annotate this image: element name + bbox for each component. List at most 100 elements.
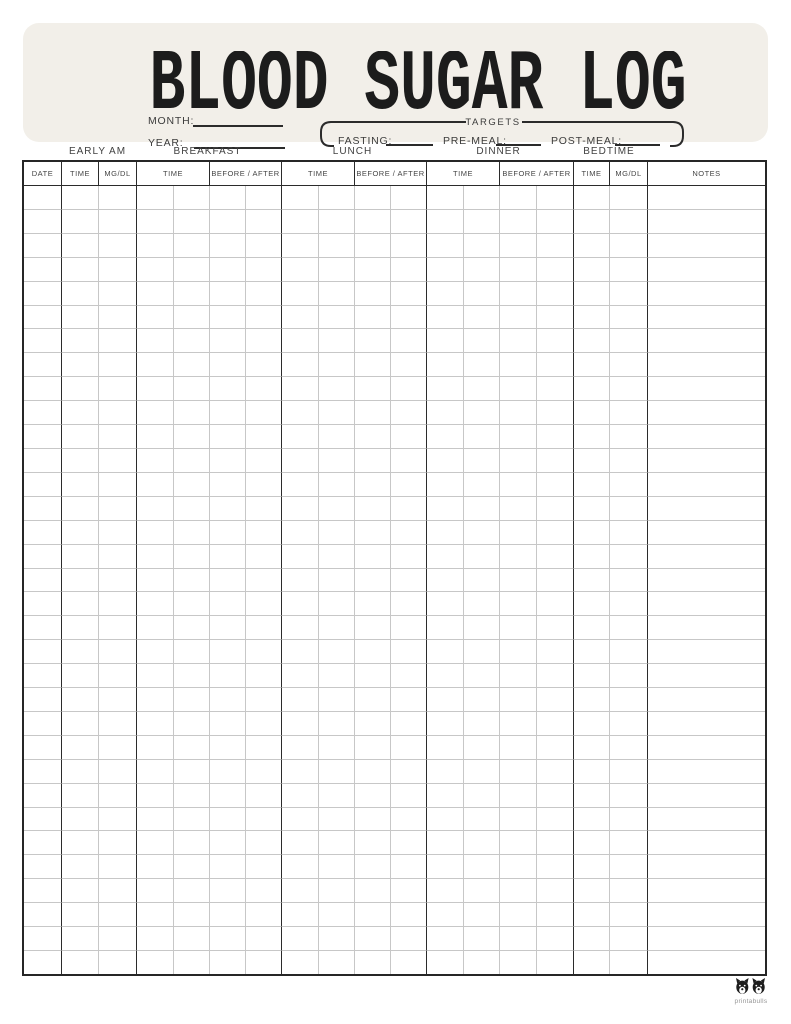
table-cell [537, 735, 574, 760]
table-cell [210, 209, 246, 234]
table-cell [137, 759, 174, 784]
table-cell [137, 688, 174, 712]
table-cell [355, 305, 391, 330]
table-cell [62, 496, 99, 521]
table-cell [537, 544, 574, 569]
table-row [24, 425, 765, 449]
table-cell [173, 472, 210, 497]
table-cell [391, 472, 427, 497]
table-cell [282, 377, 319, 402]
table-cell [246, 257, 282, 282]
table-cell [282, 209, 319, 234]
table-cell [282, 568, 319, 593]
table-cell [24, 783, 62, 808]
table-cell [427, 496, 464, 521]
table-cell [537, 759, 574, 784]
table-cell [173, 855, 210, 880]
bulldogs-icon [736, 978, 765, 994]
table-cell [24, 377, 62, 402]
table-cell [173, 209, 210, 234]
table-cell [62, 377, 99, 402]
table-cell [173, 688, 210, 712]
table-cell [500, 640, 537, 665]
table-row [24, 688, 765, 712]
table-cell [574, 425, 610, 449]
table-cell [282, 401, 319, 426]
column-header-notes: NOTES [648, 162, 765, 186]
table-cell [391, 448, 427, 473]
table-cell [282, 807, 319, 832]
table-cell [210, 735, 246, 760]
table-cell [610, 472, 648, 497]
table-cell [391, 879, 427, 904]
table-cell [610, 377, 648, 402]
column-header-time: TIME [137, 162, 210, 186]
table-cell [137, 353, 174, 378]
table-cell [427, 568, 464, 593]
table-cell [648, 616, 765, 641]
table-cell [246, 855, 282, 880]
table-cell [463, 688, 500, 712]
table-cell [427, 472, 464, 497]
table-cell [427, 257, 464, 282]
table-cell [537, 783, 574, 808]
table-row [24, 377, 765, 402]
table-cell [574, 688, 610, 712]
table-cell [427, 688, 464, 712]
table-cell [62, 616, 99, 641]
table-cell [173, 329, 210, 354]
table-cell [537, 472, 574, 497]
table-cell [574, 927, 610, 951]
table-cell [137, 735, 174, 760]
table-cell [24, 664, 62, 689]
table-cell [537, 568, 574, 593]
table-cell [500, 951, 537, 974]
table-cell [391, 377, 427, 402]
table-cell [648, 688, 765, 712]
table-cell [99, 233, 137, 258]
targets-label: TARGETS [465, 116, 521, 128]
table-cell [210, 879, 246, 904]
table-row [24, 568, 765, 593]
table-cell [574, 544, 610, 569]
table-cell [282, 951, 319, 974]
month-write-line [193, 125, 283, 127]
table-cell [24, 305, 62, 330]
table-cell [282, 616, 319, 641]
table-cell [246, 233, 282, 258]
table-cell [318, 544, 355, 569]
group-label-row: EARLY AM BREAKFAST LUNCH DINNER BEDTIME [22, 143, 767, 159]
table-cell [427, 281, 464, 306]
table-cell [537, 688, 574, 712]
table-cell [99, 544, 137, 569]
group-label-early-am: EARLY AM [68, 145, 127, 157]
table-cell [137, 951, 174, 974]
table-cell [24, 209, 62, 234]
table-cell [99, 664, 137, 689]
table-cell [463, 903, 500, 928]
table-cell [391, 807, 427, 832]
table-cell [500, 616, 537, 641]
table-cell [355, 592, 391, 617]
table-cell [318, 807, 355, 832]
table-cell [99, 688, 137, 712]
table-cell [610, 520, 648, 545]
table-cell [24, 257, 62, 282]
table-cell [391, 831, 427, 856]
table-cell [246, 568, 282, 593]
table-cell [62, 233, 99, 258]
table-cell [537, 496, 574, 521]
table-cell [282, 711, 319, 736]
table-cell [62, 209, 99, 234]
table-cell [210, 664, 246, 689]
table-cell [318, 927, 355, 951]
table-cell [246, 377, 282, 402]
table-cell [318, 759, 355, 784]
table-cell [391, 688, 427, 712]
table-cell [210, 855, 246, 880]
table-cell [463, 927, 500, 951]
table-cell [610, 257, 648, 282]
table-row [24, 329, 765, 354]
table-cell [137, 855, 174, 880]
table-cell [210, 186, 246, 210]
